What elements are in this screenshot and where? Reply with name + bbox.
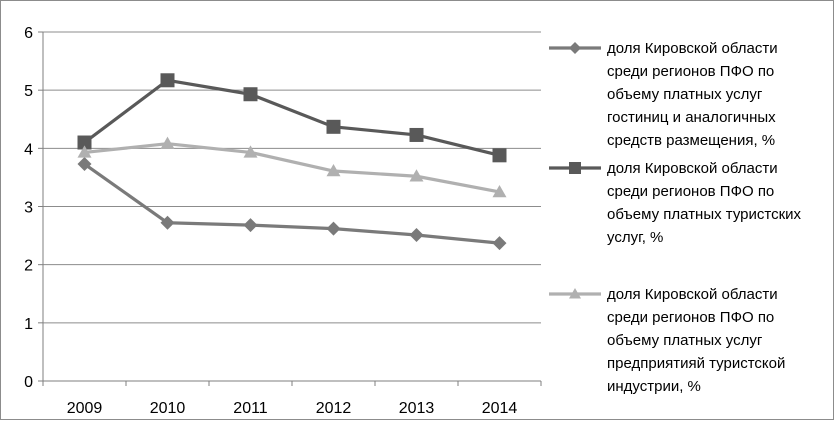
series-1-point: [492, 236, 507, 251]
y-tick-label: 6: [24, 25, 33, 42]
legend-key-2-marker: [569, 162, 581, 174]
series-3-point: [160, 136, 175, 149]
legend-label-1: объему платных услуг: [607, 86, 763, 103]
series-3-point: [77, 145, 92, 158]
y-tick-label: 5: [24, 83, 33, 100]
legend-label-2: объему платных туристских: [607, 206, 802, 223]
series-2-point: [326, 119, 341, 134]
series-1-point: [243, 218, 258, 233]
series-2-point: [492, 148, 507, 163]
series-1-point: [160, 215, 175, 230]
series-3-point: [492, 184, 507, 198]
y-tick-label: 1: [24, 316, 33, 333]
legend-label-3: доля Кировской области: [607, 286, 778, 303]
series-2-line: [83, 78, 500, 157]
series-2-point: [77, 135, 92, 150]
series-3-line: [84, 142, 500, 194]
x-tick-label: 2013: [399, 400, 435, 417]
series-3-point: [243, 145, 258, 158]
series-3-point: [326, 164, 341, 177]
legend-label-3: предприятияй туристской: [607, 355, 785, 372]
series-1-point: [77, 157, 92, 172]
y-tick-label: 2: [24, 258, 33, 275]
legend-label-3: среди регионов ПФО по: [607, 309, 774, 326]
legend-label-2: услуг, %: [607, 229, 663, 246]
legend-label-3: индустрии, %: [607, 378, 701, 395]
legend-label-1: среди регионов ПФО по: [607, 63, 774, 80]
x-tick-label: 2009: [67, 400, 103, 417]
legend-label-1: средств размещения, %: [607, 132, 775, 149]
x-tick-label: 2014: [482, 400, 518, 417]
x-tick-label: 2010: [150, 400, 186, 417]
series-2-point: [243, 87, 258, 102]
legend-label-1: гостиниц и аналогичных: [607, 109, 776, 126]
legend-key-1-marker: [569, 42, 581, 54]
series-1-point: [326, 221, 341, 236]
series-3-point: [409, 169, 424, 182]
series-1-point: [409, 228, 424, 243]
legend-label-2: среди регионов ПФО по: [607, 183, 774, 200]
x-tick-label: 2011: [233, 400, 268, 417]
legend-label-3: объему платных услуг: [607, 332, 763, 349]
series-1-line: [83, 162, 500, 245]
y-tick-label: 4: [24, 141, 33, 158]
series-2-point: [409, 127, 424, 142]
x-tick-label: 2012: [316, 400, 352, 417]
legend-label-2: доля Кировской области: [607, 160, 778, 177]
y-tick-label: 3: [24, 200, 33, 217]
legend-key-3-marker: [569, 288, 581, 299]
legend-label-1: доля Кировской области: [607, 40, 778, 57]
series-2-point: [160, 73, 175, 88]
y-tick-label: 0: [24, 374, 33, 391]
